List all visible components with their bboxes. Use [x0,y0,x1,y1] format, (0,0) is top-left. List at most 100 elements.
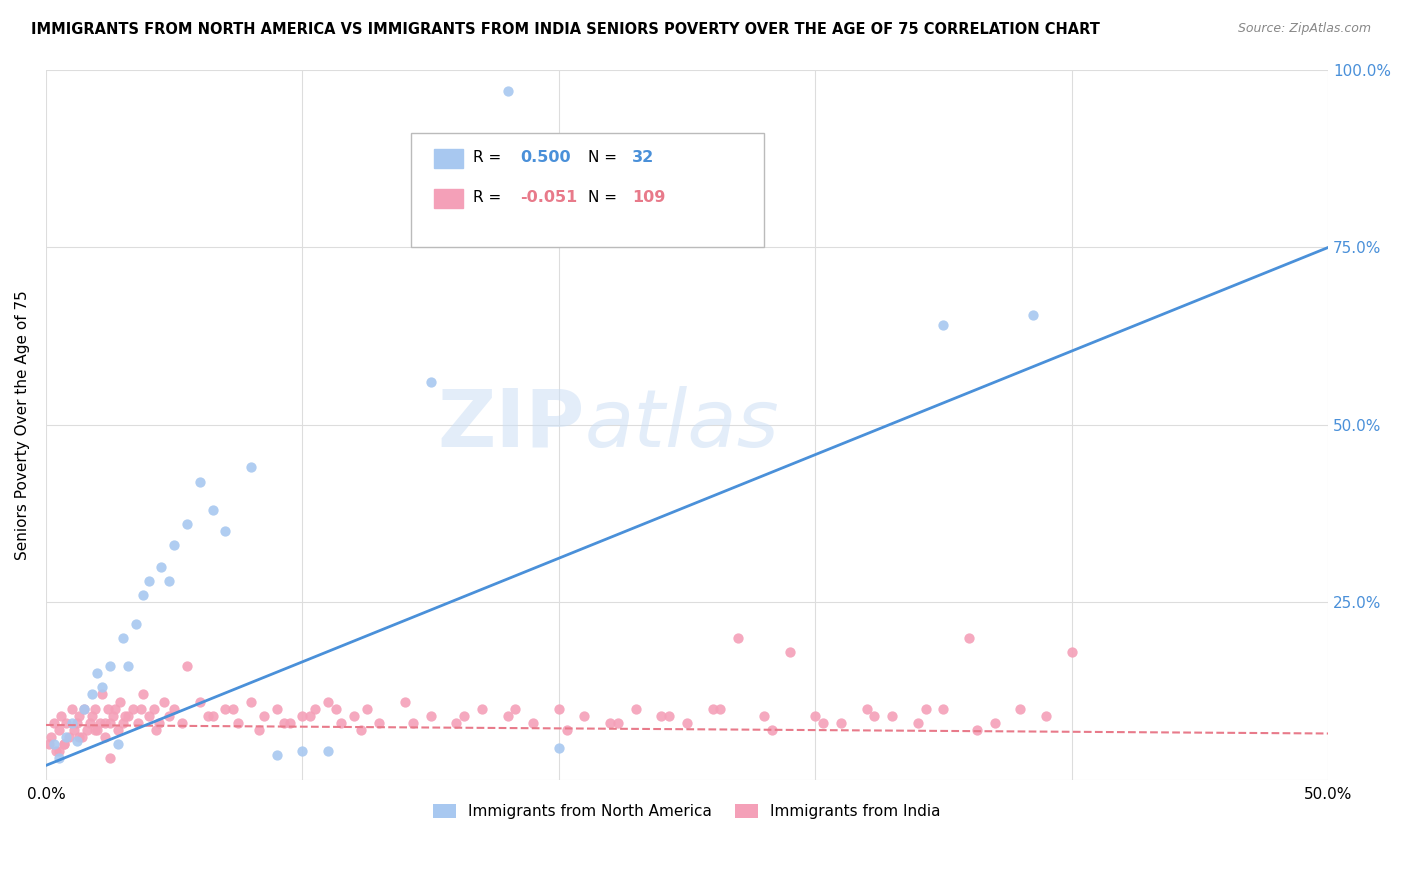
Point [343,708,366,723]
Point [73,701,96,715]
Point [547,701,569,715]
Point [214,701,236,715]
Point [101,708,124,723]
Point [855,701,877,715]
Point [863,708,886,723]
Text: ZIP: ZIP [437,386,585,464]
Point [453,708,475,723]
Text: R =: R = [472,190,506,205]
Point [779,645,801,659]
Point [599,715,621,730]
Point [882,708,904,723]
Point [907,715,929,730]
Point [368,715,391,730]
Point [55,730,77,744]
Text: 0.500: 0.500 [520,150,571,165]
Point [66,733,89,747]
Point [658,708,681,723]
Point [138,708,160,723]
Point [55,715,77,730]
Point [1035,708,1057,723]
Point [153,694,176,708]
Point [132,688,155,702]
Point [247,723,270,737]
Point [39,730,62,744]
Point [38,737,60,751]
Point [127,715,149,730]
Point [496,708,519,723]
Point [157,574,180,588]
Y-axis label: Seniors Poverty Over the Age of 75: Seniors Poverty Over the Age of 75 [15,290,30,559]
Point [117,708,139,723]
Point [471,701,494,715]
Point [45,744,67,758]
Point [42,715,65,730]
Point [91,688,114,702]
Point [142,701,165,715]
Point [932,701,955,715]
Point [291,744,314,758]
Point [94,730,117,744]
Point [111,715,134,730]
Point [676,715,699,730]
Text: IMMIGRANTS FROM NORTH AMERICA VS IMMIGRANTS FROM INDIA SENIORS POVERTY OVER THE : IMMIGRANTS FROM NORTH AMERICA VS IMMIGRA… [31,22,1099,37]
Point [299,708,322,723]
Point [125,616,148,631]
Point [278,715,301,730]
Text: -0.051: -0.051 [520,190,578,205]
Point [86,666,108,681]
Point [727,631,749,645]
Point [932,318,955,333]
Point [394,694,416,708]
Point [957,631,980,645]
Text: 109: 109 [631,190,665,205]
Point [60,715,83,730]
Bar [434,189,463,209]
Point [91,681,114,695]
Point [804,708,827,723]
Point [606,715,628,730]
Point [574,708,596,723]
Point [222,701,245,715]
Point [266,701,288,715]
Point [157,708,180,723]
Point [201,708,224,723]
Point [419,376,441,390]
Point [73,701,96,715]
Point [419,708,441,723]
Point [356,701,378,715]
Point [201,503,224,517]
Point [60,701,83,715]
Point [132,588,155,602]
Point [197,708,219,723]
Text: atlas: atlas [585,386,779,464]
Point [547,740,569,755]
Point [811,715,834,730]
Point [176,517,198,532]
Point [48,751,70,765]
Point [624,701,647,715]
Point [52,737,75,751]
Point [253,708,276,723]
Point [48,723,70,737]
Point [214,524,236,539]
Point [188,475,211,489]
Point [122,701,145,715]
Point [148,715,170,730]
Point [226,715,249,730]
Point [117,659,139,673]
Text: N =: N = [588,150,623,165]
Point [761,723,783,737]
Point [94,715,117,730]
Point [709,701,731,715]
Point [66,715,89,730]
Point [67,708,90,723]
Text: 32: 32 [631,150,654,165]
Point [98,751,121,765]
Point [98,659,121,673]
Point [446,715,468,730]
Point [83,701,105,715]
Point [83,723,105,737]
Point [138,574,160,588]
Bar [434,149,463,168]
